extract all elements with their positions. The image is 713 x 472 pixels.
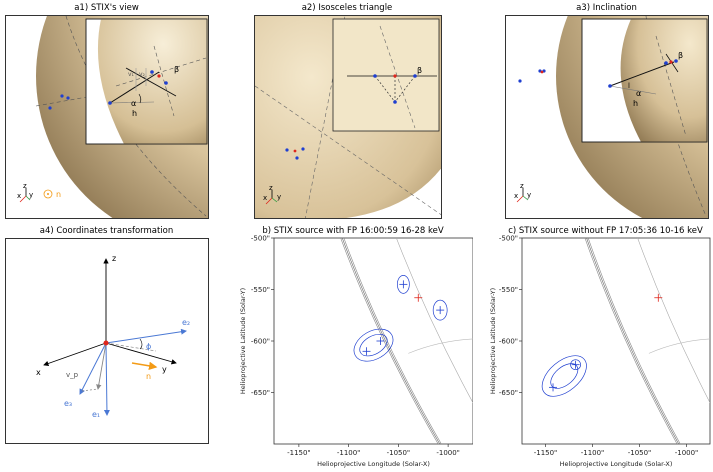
source-contour: [397, 274, 410, 294]
a3-inset: β α l h: [581, 18, 708, 143]
title-b: b) STIX source with FP 16:00:59 16-28 ke…: [262, 226, 444, 236]
svg-text:e₁: e₁: [92, 410, 100, 419]
plot-area: [541, 238, 710, 444]
grid-line: [637, 238, 710, 403]
y-tick-label: -650": [499, 389, 518, 397]
x-tick-label: -1000": [436, 449, 460, 457]
solar-limb-line: [341, 238, 441, 444]
svg-text:e₃: e₃: [64, 399, 72, 408]
svg-text:z: z: [520, 182, 524, 190]
y-tick-label: -650": [251, 389, 270, 397]
a1-inset: α h β v₁ v₂: [85, 18, 208, 145]
svg-text:e₂: e₂: [182, 318, 190, 327]
panel-a2: β z y x: [254, 15, 442, 219]
svg-text:β: β: [678, 51, 683, 60]
title-a2: a2) Isosceles triangle: [301, 3, 393, 13]
x-axis-label: Helioprojective Longitude (Solar-X): [317, 460, 430, 468]
svg-text:x: x: [17, 192, 21, 200]
x-tick-label: -1050": [628, 449, 652, 457]
h-label: h: [132, 109, 137, 118]
source-contour: [359, 333, 388, 357]
y-axis-label: Helioprojective Latitude (Solar-Y): [239, 288, 247, 394]
panel-a3: β α l h z y x: [505, 15, 709, 219]
svg-text:v_p: v_p: [66, 371, 79, 379]
title-a3: a3) Inclination: [576, 3, 637, 13]
x-tick-label: -1050": [387, 449, 411, 457]
plot-frame: [273, 237, 473, 445]
v1-label: v₁: [128, 71, 135, 78]
svg-text:x: x: [514, 192, 518, 200]
svg-text:α: α: [636, 89, 641, 98]
plot-area: [340, 238, 473, 444]
beta-label: β: [174, 65, 179, 74]
axes-glyph: z y x: [17, 182, 33, 203]
svg-text:β: β: [417, 66, 422, 75]
grid-line: [65, 16, 207, 217]
svg-text:y: y: [527, 191, 531, 199]
x-axis-label: Helioprojective Longitude (Solar-X): [560, 460, 673, 468]
svg-text:ϕ: ϕ: [146, 342, 151, 351]
title-c: c) STIX source without FP 17:05:36 10-16…: [508, 226, 703, 236]
svg-text:n: n: [146, 372, 151, 381]
plot-frame: [521, 237, 711, 445]
svg-text:l: l: [628, 82, 630, 90]
svg-text:z: z: [269, 184, 273, 192]
svg-text:x: x: [36, 368, 41, 377]
svg-text:y: y: [277, 193, 281, 201]
panel-a1: α h β v₁ v₂ z y x n: [5, 15, 209, 219]
title-a4: a4) Coordinates transformation: [39, 226, 174, 236]
footpoint-marker: [60, 94, 64, 98]
grid-line: [396, 238, 473, 403]
v2-label: v₂: [139, 71, 146, 78]
y-tick-label: -600": [251, 338, 270, 346]
grid-line: [408, 338, 473, 354]
source-contour: [353, 328, 394, 362]
footpoint-marker: [66, 96, 70, 100]
y-tick-label: -550": [499, 286, 518, 294]
y-tick-label: -500": [251, 235, 270, 243]
panel-a4: z y x e₂ e₁ e₃ ϕ v_p n: [5, 238, 209, 444]
chart-b: -1150" -1100" -1050" -1000" -500" -550" -600" -…: [239, 235, 473, 468]
grid-line: [648, 338, 710, 354]
svg-text:z: z: [112, 254, 116, 263]
svg-text:n: n: [56, 190, 61, 199]
solar-limb-line: [586, 238, 679, 444]
y-tick-label: -500": [499, 235, 518, 243]
svg-text:y: y: [162, 365, 167, 374]
a4-diagram: z y x e₂ e₁ e₃ ϕ v_p n: [36, 254, 190, 419]
x-tick-label: -1000": [675, 449, 699, 457]
chart-c: -1150" -1100" -1050" -1000" -500" -550" -600" -…: [489, 235, 711, 468]
source-contour: [541, 355, 587, 397]
axes-glyph: z y x: [514, 182, 531, 203]
a2-inset: β: [332, 18, 440, 132]
y-axis-label: Helioprojective Latitude (Solar-Y): [489, 288, 497, 394]
alpha-label: α: [131, 99, 136, 108]
svg-text:y: y: [29, 191, 33, 199]
normal-marker: n: [43, 189, 61, 199]
a3-scene: β α l h z y x: [514, 16, 708, 218]
a1-scene: α h β v₁ v₂ z y x n: [17, 16, 208, 218]
svg-text:h: h: [633, 99, 638, 108]
x-tick-label: -1150": [287, 449, 311, 457]
grid-line: [255, 85, 441, 215]
title-a1: a1) STIX's view: [74, 3, 139, 13]
source-contour: [432, 299, 448, 321]
axes-glyph: z y x: [263, 184, 281, 205]
source-contour: [570, 359, 581, 371]
a2-scene: β z y x: [255, 16, 441, 218]
svg-text:x: x: [263, 194, 267, 202]
source-contour: [550, 363, 579, 389]
x-tick-label: -1100": [337, 449, 361, 457]
solar-limb-line: [584, 238, 678, 444]
y-tick-label: -600": [499, 338, 518, 346]
svg-text:z: z: [23, 182, 27, 190]
x-tick-label: -1100": [581, 449, 605, 457]
y-tick-label: -550": [251, 286, 270, 294]
solar-limb-line: [587, 238, 681, 444]
x-tick-label: -1150": [534, 449, 558, 457]
footpoint-marker: [48, 106, 52, 110]
